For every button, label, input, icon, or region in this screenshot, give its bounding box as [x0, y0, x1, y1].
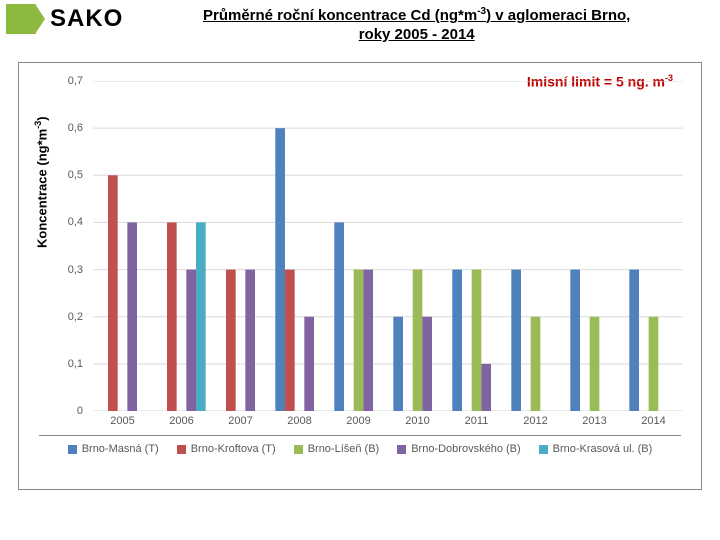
x-tick-label: 2010 [388, 415, 447, 427]
bar [413, 270, 423, 411]
x-tick-label: 2009 [329, 415, 388, 427]
bar [629, 270, 639, 411]
legend-item: Brno-Krasová ul. (B) [539, 443, 653, 455]
chart-container: Imisní limit = 5 ng. m-3 Koncentrace (ng… [18, 62, 702, 490]
bar [304, 317, 314, 411]
legend-label: Brno-Líšeň (B) [308, 443, 380, 455]
legend-item: Brno-Líšeň (B) [294, 443, 380, 455]
legend-swatch-icon [539, 445, 548, 454]
bar [285, 270, 295, 411]
x-tick-label: 2011 [447, 415, 506, 427]
bar [472, 270, 482, 411]
legend-swatch-icon [397, 445, 406, 454]
header: SAKO Průměrné roční koncentrace Cd (ng*m… [0, 0, 720, 45]
bar [393, 317, 403, 411]
y-axis-label: Koncentrace (ng*m-3) [33, 116, 49, 248]
legend-separator [39, 435, 681, 436]
bar [511, 270, 521, 411]
legend-label: Brno-Kroftova (T) [191, 443, 276, 455]
y-tick-label: 0 [77, 405, 83, 417]
y-tick-label: 0,6 [68, 122, 83, 134]
x-tick-label: 2008 [270, 415, 329, 427]
bar [354, 270, 364, 411]
legend-label: Brno-Krasová ul. (B) [553, 443, 653, 455]
logo-text: SAKO [50, 5, 123, 33]
legend-swatch-icon [294, 445, 303, 454]
x-tick-label: 2006 [152, 415, 211, 427]
bar [649, 317, 659, 411]
legend-item: Brno-Masná (T) [68, 443, 159, 455]
legend-item: Brno-Kroftova (T) [177, 443, 276, 455]
x-tick-label: 2012 [506, 415, 565, 427]
bar [245, 270, 255, 411]
y-tick-label: 0,4 [68, 216, 83, 228]
slide-title: Průměrné roční koncentrace Cd (ng*m-3) v… [123, 4, 710, 45]
x-tick-label: 2005 [93, 415, 152, 427]
bar [590, 317, 600, 411]
bar [481, 364, 491, 411]
legend-swatch-icon [177, 445, 186, 454]
x-tick-label: 2013 [565, 415, 624, 427]
bar [422, 317, 432, 411]
bar [226, 270, 236, 411]
y-tick-label: 0,5 [68, 169, 83, 181]
y-tick-label: 0,1 [68, 358, 83, 370]
bar [334, 222, 344, 411]
logo: SAKO [6, 4, 123, 34]
bar-chart-plot [93, 81, 683, 411]
logo-arrow-icon [6, 4, 36, 34]
legend-label: Brno-Dobrovského (B) [411, 443, 520, 455]
legend: Brno-Masná (T) Brno-Kroftova (T) Brno-Líše… [49, 443, 671, 455]
x-tick-label: 2014 [624, 415, 683, 427]
bar [127, 222, 137, 411]
bar [531, 317, 541, 411]
bar [363, 270, 373, 411]
bar [570, 270, 580, 411]
x-axis-categories: 2005200620072008200920102011201220132014 [93, 415, 683, 427]
bar [452, 270, 462, 411]
legend-swatch-icon [68, 445, 77, 454]
bar [167, 222, 177, 411]
bar [196, 222, 206, 411]
y-tick-label: 0,3 [68, 264, 83, 276]
bar [108, 175, 118, 411]
bar [186, 270, 196, 411]
legend-item: Brno-Dobrovského (B) [397, 443, 520, 455]
legend-label: Brno-Masná (T) [82, 443, 159, 455]
bar [275, 128, 285, 411]
y-tick-label: 0,2 [68, 311, 83, 323]
x-tick-label: 2007 [211, 415, 270, 427]
y-tick-label: 0,7 [68, 75, 83, 87]
